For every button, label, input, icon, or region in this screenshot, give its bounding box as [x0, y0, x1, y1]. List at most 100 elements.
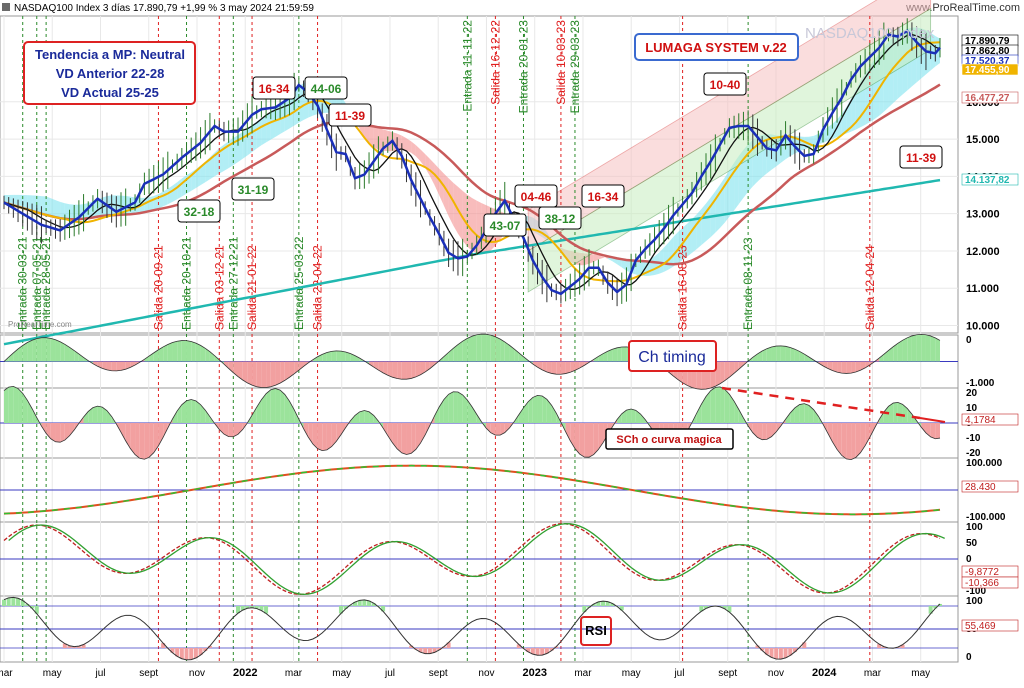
osc-fill — [799, 403, 805, 423]
osc-fill — [935, 423, 940, 439]
osc-fill — [195, 343, 201, 362]
osc-fill — [925, 334, 931, 362]
cloud-segment — [50, 198, 56, 218]
osc-fill — [125, 361, 131, 370]
osc-fill — [181, 340, 187, 362]
osc-fill — [242, 361, 248, 383]
osc-value: 55,469 — [965, 621, 996, 632]
osc-axis-label: 100 — [966, 522, 983, 533]
osc-fill — [481, 334, 487, 362]
cloud-segment — [205, 157, 210, 183]
cloud-segment — [603, 256, 608, 259]
osc-fill — [593, 356, 599, 362]
cloud-segment — [696, 209, 702, 250]
osc-fill — [584, 423, 589, 458]
osc-fill — [340, 351, 346, 362]
cloud-segment — [415, 145, 421, 162]
osc-fill — [139, 423, 145, 460]
cloud-segment — [13, 194, 19, 207]
osc-fill — [177, 404, 182, 423]
signal-tag-box — [252, 76, 296, 100]
sch-label: SCh o curva magica — [616, 434, 722, 446]
x-tick-label: nov — [478, 668, 494, 679]
sch-trend-arrow — [919, 417, 946, 423]
osc-fill — [289, 361, 295, 378]
osc-fill — [748, 423, 753, 433]
osc-axis-label: 10 — [966, 403, 978, 414]
osc-fill — [486, 423, 491, 433]
cloud-segment — [181, 175, 187, 197]
stoch-k-line — [8, 523, 945, 595]
brand-link[interactable]: www.ProRealTime.com — [905, 2, 1020, 14]
signal-tag-box — [538, 206, 582, 230]
osc-fill — [322, 352, 327, 362]
cloud-segment — [387, 130, 393, 152]
osc-fill — [111, 361, 117, 371]
osc-fill — [355, 355, 360, 362]
osc-fill — [186, 340, 192, 362]
osc-fill — [448, 391, 454, 423]
header-icons — [2, 3, 10, 11]
osc-fill — [865, 361, 870, 368]
osc-fill — [603, 351, 608, 362]
osc-fill — [383, 361, 388, 376]
osc-fill — [383, 423, 388, 436]
cloud-segment — [635, 261, 641, 276]
osc-fill — [387, 423, 393, 443]
osc-fill — [275, 361, 281, 386]
cloud-segment — [369, 124, 374, 148]
osc-fill — [298, 361, 304, 371]
x-tick-label: may — [332, 668, 351, 679]
chart-title: NASDAQ100 Index 3 días 17.890,79 +1,99 %… — [14, 3, 314, 14]
x-tick-label: 2024 — [812, 667, 837, 679]
annotations: 16-34 44-06 11-39 32-18 31-19 04-46 38-12 16-34… — [177, 72, 943, 237]
osc-fill — [64, 423, 70, 441]
osc-axis-label: 100 — [966, 596, 983, 607]
osc-fill — [97, 406, 103, 423]
price-tick-label: 12.000 — [966, 246, 1000, 258]
cloud-segment — [467, 194, 472, 251]
osc-fill — [883, 406, 889, 423]
cloud-segment — [163, 188, 168, 207]
osc-fill — [762, 348, 767, 362]
signal-label: Entrada 20-01-23 — [516, 20, 530, 114]
osc-fill — [453, 391, 458, 423]
oscillator-panels — [0, 333, 958, 661]
osc-fill — [50, 423, 56, 442]
osc-fill — [397, 423, 402, 453]
osc-fill — [392, 361, 398, 379]
osc-fill — [490, 423, 496, 436]
osc-fill — [921, 334, 926, 362]
osc-fill — [766, 423, 772, 440]
osc-fill — [195, 400, 201, 423]
osc-fill — [729, 394, 735, 423]
osc-line — [3, 333, 941, 390]
osc-fill — [546, 361, 552, 374]
osc-fill — [378, 361, 384, 373]
osc-fill — [415, 361, 421, 377]
osc-fill — [457, 391, 463, 423]
osc-fill — [532, 395, 538, 423]
cloud-segment — [18, 194, 23, 209]
osc-fill — [149, 423, 154, 458]
osc-fill — [32, 408, 37, 423]
signal-tag-box — [483, 213, 527, 237]
osc-fill — [907, 335, 912, 362]
osc-fill — [331, 423, 337, 447]
osc-axis-label: 100.000 — [966, 458, 1003, 469]
trend-box: Tendencia a MP: Neutral VD Anterior 22-2… — [23, 41, 196, 105]
osc-axis-label: 20 — [966, 388, 978, 399]
osc-fill — [284, 361, 290, 381]
osc-fill — [500, 339, 505, 362]
trend-line-1: Tendencia a MP: Neutral — [35, 47, 185, 62]
osc-fill — [897, 340, 903, 362]
osc-fill — [252, 361, 257, 387]
price-tag-yellow_sma: 17.455,90 — [965, 65, 1010, 76]
osc-fill — [55, 423, 61, 443]
osc-fill — [916, 334, 922, 362]
small-watermark: ProRealTime.com — [8, 320, 72, 329]
signal-tag-box — [328, 103, 372, 127]
price-tag-bg — [961, 173, 1019, 186]
osc-fill — [523, 401, 529, 423]
osc-fill — [167, 342, 173, 362]
